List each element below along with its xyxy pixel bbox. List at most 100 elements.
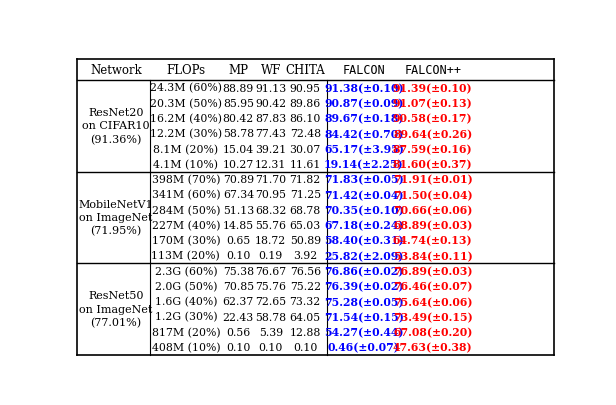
Text: 51.13: 51.13 [223, 205, 254, 215]
Text: 12.31: 12.31 [255, 160, 286, 169]
Text: 76.86(±0.02): 76.86(±0.02) [324, 266, 403, 277]
Text: 68.32: 68.32 [255, 205, 286, 215]
Text: 89.67(±0.18): 89.67(±0.18) [324, 113, 403, 124]
Text: 76.46(±0.07): 76.46(±0.07) [393, 281, 472, 292]
Text: MP: MP [229, 64, 248, 77]
Text: 90.87(±0.09): 90.87(±0.09) [324, 98, 403, 109]
Text: 12.2M (30%): 12.2M (30%) [150, 129, 222, 139]
Text: 87.59(±0.16): 87.59(±0.16) [393, 144, 472, 155]
Text: 71.91(±0.01): 71.91(±0.01) [393, 174, 472, 185]
Text: 284M (50%): 284M (50%) [152, 205, 220, 215]
Text: 91.39(±0.10): 91.39(±0.10) [393, 83, 472, 94]
Text: 72.48: 72.48 [290, 129, 321, 139]
Text: 65.03: 65.03 [290, 220, 321, 230]
Text: 71.50(±0.04): 71.50(±0.04) [393, 190, 472, 200]
Text: 89.64(±0.26): 89.64(±0.26) [393, 128, 472, 139]
Text: FALCON: FALCON [342, 64, 385, 77]
Text: 2.0G (50%): 2.0G (50%) [155, 281, 217, 292]
Text: 67.08(±0.20): 67.08(±0.20) [393, 326, 472, 337]
Text: 11.61: 11.61 [290, 160, 321, 169]
Text: 81.60(±0.37): 81.60(±0.37) [393, 159, 472, 170]
Text: 77.43: 77.43 [255, 129, 286, 139]
Text: 20.3M (50%): 20.3M (50%) [150, 98, 222, 109]
Text: 72.65: 72.65 [255, 296, 286, 307]
Text: 1.6G (40%): 1.6G (40%) [155, 296, 217, 307]
Text: 22.43: 22.43 [223, 312, 254, 322]
Text: 398M (70%): 398M (70%) [152, 175, 220, 185]
Text: 817M (20%): 817M (20%) [152, 327, 220, 337]
Text: 86.10: 86.10 [290, 114, 321, 124]
Text: 89.86: 89.86 [290, 98, 321, 109]
Text: 0.10: 0.10 [259, 342, 283, 352]
Text: 84.42(±0.70): 84.42(±0.70) [324, 128, 403, 139]
Text: CHITA: CHITA [285, 64, 325, 77]
Text: 70.95: 70.95 [255, 190, 286, 200]
Text: 70.66(±0.06): 70.66(±0.06) [393, 205, 472, 215]
Text: 50.89: 50.89 [290, 236, 321, 245]
Text: 67.18(±0.24): 67.18(±0.24) [324, 220, 403, 231]
Text: 91.13: 91.13 [255, 83, 286, 93]
Text: 55.76: 55.76 [255, 220, 286, 230]
Text: 341M (60%): 341M (60%) [152, 190, 220, 200]
Text: 73.32: 73.32 [290, 296, 321, 307]
Text: 71.83(±0.05): 71.83(±0.05) [324, 174, 404, 185]
Text: 58.78: 58.78 [223, 129, 254, 139]
Text: 1.2G (30%): 1.2G (30%) [155, 311, 217, 322]
Text: 3.92: 3.92 [293, 251, 317, 261]
Text: 58.40(±0.31): 58.40(±0.31) [324, 235, 403, 246]
Text: 14.85: 14.85 [223, 220, 254, 230]
Text: 85.95: 85.95 [223, 98, 254, 109]
Text: 227M (40%): 227M (40%) [152, 220, 220, 230]
Text: 8.1M (20%): 8.1M (20%) [153, 144, 219, 154]
Text: 75.28(±0.05): 75.28(±0.05) [324, 296, 403, 307]
Text: MobileNetV1
on ImageNet
(71.95%): MobileNetV1 on ImageNet (71.95%) [79, 199, 153, 236]
Text: 68.89(±0.03): 68.89(±0.03) [393, 220, 472, 231]
Text: 76.39(±0.02): 76.39(±0.02) [324, 281, 403, 292]
Text: 65.17(±3.95): 65.17(±3.95) [324, 144, 404, 155]
Text: 408M (10%): 408M (10%) [152, 342, 220, 352]
Text: 64.05: 64.05 [290, 312, 321, 322]
Text: 25.82(±2.09): 25.82(±2.09) [324, 250, 403, 261]
Text: WF: WF [261, 64, 281, 77]
Text: 19.14(±2.25): 19.14(±2.25) [324, 159, 403, 170]
Text: 91.07(±0.13): 91.07(±0.13) [393, 98, 472, 109]
Text: 53.84(±0.11): 53.84(±0.11) [393, 250, 472, 261]
Text: 0.10: 0.10 [293, 342, 317, 352]
Text: 0.19: 0.19 [259, 251, 283, 261]
Text: 75.64(±0.06): 75.64(±0.06) [393, 296, 472, 307]
Text: Network: Network [91, 64, 142, 77]
Text: 4.1M (10%): 4.1M (10%) [153, 159, 218, 170]
Text: 0.65: 0.65 [226, 236, 251, 245]
Text: 70.35(±0.10): 70.35(±0.10) [324, 205, 404, 215]
Text: 39.21: 39.21 [255, 144, 286, 154]
Text: 54.27(±0.44): 54.27(±0.44) [324, 326, 403, 337]
Text: 170M (30%): 170M (30%) [152, 235, 220, 246]
Text: 47.63(±0.38): 47.63(±0.38) [393, 342, 472, 353]
Text: FLOPs: FLOPs [166, 64, 205, 77]
Text: 71.54(±0.15): 71.54(±0.15) [324, 311, 404, 322]
Text: 0.10: 0.10 [226, 251, 251, 261]
Text: 75.22: 75.22 [290, 281, 321, 291]
Text: 71.25: 71.25 [290, 190, 321, 200]
Text: 58.78: 58.78 [255, 312, 286, 322]
Text: 0.46(±0.07): 0.46(±0.07) [328, 342, 400, 353]
Text: 24.3M (60%): 24.3M (60%) [150, 83, 222, 94]
Text: 88.89: 88.89 [223, 83, 254, 93]
Text: 75.38: 75.38 [223, 266, 254, 276]
Text: ResNet50
on ImageNet
(77.01%): ResNet50 on ImageNet (77.01%) [79, 291, 153, 328]
Text: 90.58(±0.17): 90.58(±0.17) [393, 113, 472, 124]
Text: 64.74(±0.13): 64.74(±0.13) [393, 235, 472, 246]
Text: 2.3G (60%): 2.3G (60%) [155, 266, 217, 276]
Text: 90.95: 90.95 [290, 83, 321, 93]
Text: 70.85: 70.85 [223, 281, 254, 291]
Text: 30.07: 30.07 [290, 144, 321, 154]
Text: 91.38(±0.10): 91.38(±0.10) [324, 83, 403, 94]
Text: 16.2M (40%): 16.2M (40%) [150, 114, 222, 124]
Text: FALCON++: FALCON++ [404, 64, 461, 77]
Text: 71.42(±0.04): 71.42(±0.04) [324, 190, 403, 200]
Text: 76.67: 76.67 [255, 266, 286, 276]
Text: 71.70: 71.70 [255, 175, 286, 185]
Text: 0.56: 0.56 [226, 327, 251, 337]
Text: 0.10: 0.10 [226, 342, 251, 352]
Text: 12.88: 12.88 [290, 327, 321, 337]
